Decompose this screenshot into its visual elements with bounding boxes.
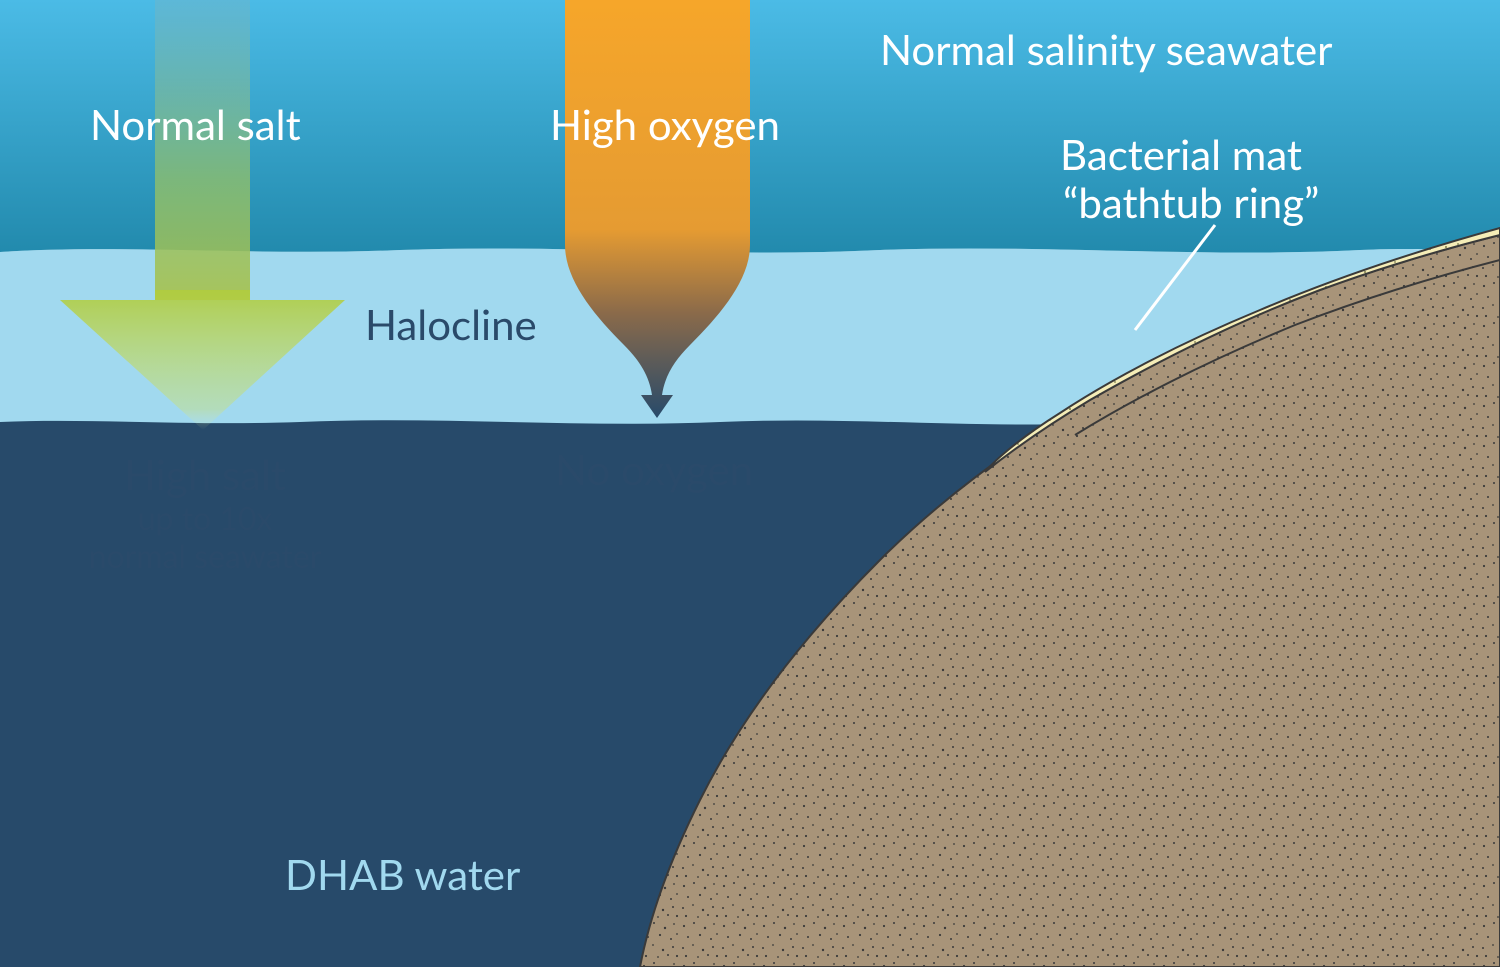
label-high-salt-sub2: normal seawater xyxy=(89,536,322,575)
label-normal-salinity: Normal salinity seawater xyxy=(880,24,1332,74)
dhab-diagram: Normal salinity seawater Normal salt Hig… xyxy=(0,0,1500,967)
label-high-salt-sub1: up to 10x xyxy=(138,498,273,537)
label-halocline: Halocline xyxy=(365,299,537,349)
label-no-oxygen: No oxygen xyxy=(555,444,753,494)
label-bacterial-mat-1: Bacterial mat xyxy=(1060,129,1302,179)
label-high-oxygen: High oxygen xyxy=(550,99,780,149)
label-bacterial-mat-2: “bathtub ring” xyxy=(1063,177,1319,227)
label-high-salt: High salt xyxy=(124,449,286,499)
label-dhab-water: DHAB water xyxy=(285,849,520,899)
label-normal-salt: Normal salt xyxy=(90,99,301,149)
